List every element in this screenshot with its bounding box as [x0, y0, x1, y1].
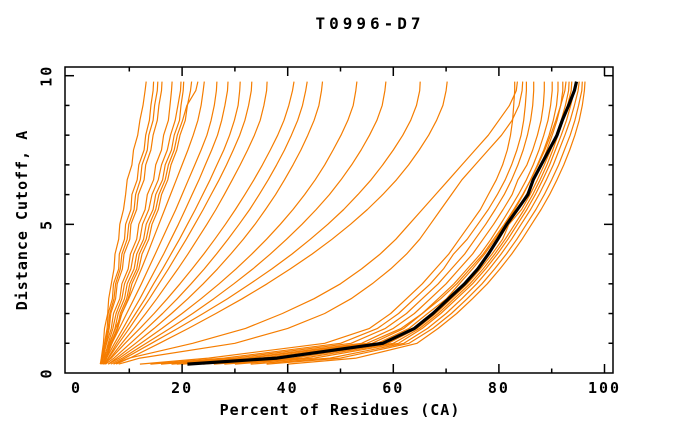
model-curve-model-06 — [102, 81, 185, 365]
model-curve-model-25 — [150, 81, 528, 365]
model-curve-model-36 — [266, 81, 583, 365]
model-curve-model-31 — [176, 81, 567, 365]
model-curve-model-21 — [115, 81, 448, 365]
model-curve-model-17 — [107, 81, 324, 365]
model-curve-model-19 — [110, 81, 387, 365]
model-curve-model-04 — [101, 81, 163, 365]
model-curve-model-28 — [182, 81, 553, 365]
model-curve-model-23 — [118, 81, 524, 365]
model-curve-model-07 — [103, 81, 193, 365]
model-curve-model-03 — [100, 81, 159, 365]
model-curve-model-20 — [113, 81, 421, 365]
model-curve-model-13 — [103, 81, 253, 365]
x-axis-title: Percent of Residues (CA) — [219, 401, 461, 419]
model-curve-model-26 — [160, 81, 535, 365]
model-curve-model-35 — [250, 81, 580, 365]
model-curve-model-09 — [100, 81, 205, 365]
model-curve-model-18 — [107, 81, 358, 365]
model-curve-model-16 — [105, 81, 308, 365]
model-curve-model-12 — [103, 81, 241, 365]
chart-title: T0996-D7 — [315, 14, 425, 33]
x-tick-label: 100 — [588, 379, 621, 397]
y-tick-label: 0 — [37, 367, 55, 378]
plot-frame — [64, 66, 614, 374]
model-curve-model-37 — [287, 81, 586, 365]
model-curve-model-33 — [224, 81, 573, 365]
model-curve-model-05 — [99, 81, 173, 365]
model-curve-model-02 — [100, 81, 155, 365]
model-curve-model-10 — [101, 81, 218, 365]
x-tick-label: 80 — [488, 379, 510, 397]
model-curve-model-27 — [171, 81, 545, 365]
model-curve-model-15 — [102, 81, 295, 365]
x-tick-label: 60 — [382, 379, 404, 397]
model-curve-model-38 — [101, 81, 182, 365]
model-curve-model-24 — [139, 81, 516, 365]
x-tick-label: 0 — [71, 379, 82, 397]
model-curve-model-34 — [234, 81, 577, 365]
model-curve-model-22 — [113, 81, 518, 365]
highlighted-model-curve — [187, 81, 579, 366]
model-curve-model-11 — [102, 81, 229, 365]
model-curve-model-01 — [99, 81, 147, 365]
x-tick-label: 40 — [277, 379, 299, 397]
y-tick-label: 5 — [37, 219, 55, 230]
model-curve-model-14 — [104, 81, 268, 365]
x-tick-label: 20 — [171, 379, 193, 397]
y-tick-label: 10 — [37, 65, 55, 87]
